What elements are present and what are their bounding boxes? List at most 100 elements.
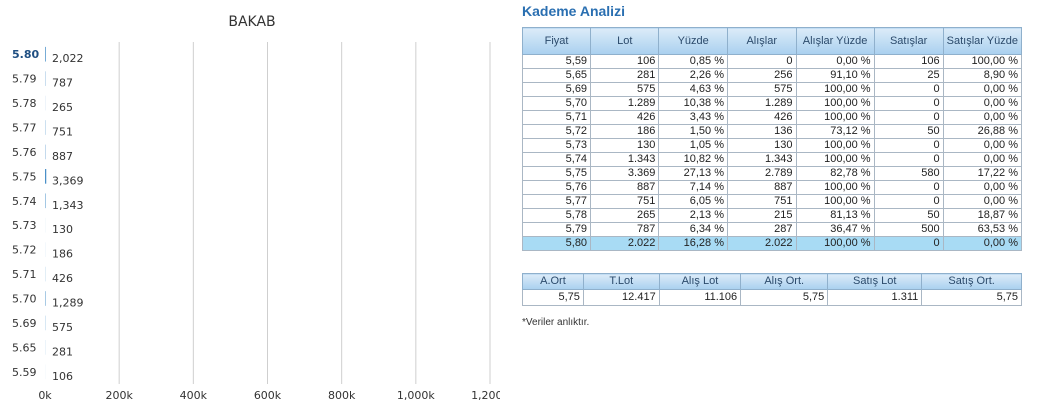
cell-sells-percent: 17,22 % xyxy=(942,166,1023,181)
y-tick-label: 5.79 xyxy=(12,73,37,86)
table-row[interactable]: 5,78 265 2,13 % 215 81,13 % 50 18,87 % xyxy=(521,208,1023,223)
cell-sells-percent: 18,87 % xyxy=(942,208,1023,223)
cell-sells: 0 xyxy=(873,110,944,125)
data-label: 787 xyxy=(52,77,73,90)
cell-sells-percent: 0,00 % xyxy=(942,152,1023,167)
cell-lot: 751 xyxy=(590,194,660,209)
col-header-sells-percent[interactable]: Satışlar Yüzde xyxy=(942,27,1023,55)
y-tick-label: 5.59 xyxy=(12,366,37,379)
cell-price: 5,59 xyxy=(521,54,592,69)
cell-sells-percent: 0,00 % xyxy=(942,110,1023,125)
cell-sells-percent: 0,00 % xyxy=(942,82,1023,97)
col-header-percent[interactable]: Yüzde xyxy=(658,27,728,55)
summary-sell-avg: 5,75 xyxy=(921,289,1022,306)
table-row[interactable]: 5,79 787 6,34 % 287 36,47 % 500 63,53 % xyxy=(521,222,1023,237)
cell-price: 5,80 xyxy=(521,236,592,251)
cell-sells-percent: 0,00 % xyxy=(942,96,1023,111)
x-tick-label: 200k xyxy=(105,389,133,402)
cell-percent: 3,43 % xyxy=(658,110,728,125)
col-header-buys[interactable]: Alışlar xyxy=(726,27,797,55)
col-header-lot[interactable]: Lot xyxy=(590,27,660,55)
table-row[interactable]: 5,70 1.289 10,38 % 1.289 100,00 % 0 0,00 % xyxy=(521,96,1023,111)
cell-buys: 426 xyxy=(726,110,797,125)
cell-buys: 575 xyxy=(726,82,797,97)
col-header-buys-percent[interactable]: Alışlar Yüzde xyxy=(795,27,875,55)
table-row[interactable]: 5,76 887 7,14 % 887 100,00 % 0 0,00 % xyxy=(521,180,1023,195)
bar xyxy=(45,169,47,184)
cell-price: 5,72 xyxy=(521,124,592,139)
summary-header: A.Ort T.Lot Alış Lot Alış Ort. Satış Lot… xyxy=(522,273,1022,290)
table-row[interactable]: 5,65 281 2,26 % 256 91,10 % 25 8,90 % xyxy=(521,68,1023,83)
y-tick-label: 5.69 xyxy=(12,317,37,330)
summary-total-lot: 12.417 xyxy=(582,289,660,306)
x-tick-label: 800k xyxy=(328,389,356,402)
cell-sells: 0 xyxy=(873,96,944,111)
table-row[interactable]: 5,80 2.022 16,28 % 2.022 100,00 % 0 0,00 % xyxy=(521,236,1023,251)
cell-sells: 50 xyxy=(873,208,944,223)
cell-sells: 0 xyxy=(873,236,944,251)
summary-header-buy-lot: Alış Lot xyxy=(658,273,742,290)
summary-sell-lot: 1.311 xyxy=(827,289,923,306)
table-row[interactable]: 5,74 1.343 10,82 % 1.343 100,00 % 0 0,00 % xyxy=(521,152,1023,167)
col-header-sells[interactable]: Satışlar xyxy=(873,27,944,55)
cell-sells: 580 xyxy=(873,166,944,181)
cell-percent: 6,05 % xyxy=(658,194,728,209)
y-tick-label: 5.75 xyxy=(12,170,37,183)
y-tick-label: 5.71 xyxy=(12,268,37,281)
cell-lot: 1.343 xyxy=(590,152,660,167)
y-tick-label: 5.77 xyxy=(12,122,37,135)
table-row[interactable]: 5,75 3.369 27,13 % 2.789 82,78 % 580 17,22 % xyxy=(521,166,1023,181)
table-row[interactable]: 5,72 186 1,50 % 136 73,12 % 50 26,88 % xyxy=(521,124,1023,139)
cell-sells: 0 xyxy=(873,138,944,153)
data-label: 106 xyxy=(52,370,73,383)
cell-lot: 575 xyxy=(590,82,660,97)
bar xyxy=(45,46,46,62)
cell-sells-percent: 0,00 % xyxy=(942,138,1023,153)
table-row[interactable]: 5,69 575 4,63 % 575 100,00 % 0 0,00 % xyxy=(521,82,1023,97)
y-tick-label: 5.72 xyxy=(12,244,37,257)
cell-buys-percent: 100,00 % xyxy=(795,96,875,111)
cell-buys: 2.022 xyxy=(726,236,797,251)
table-row[interactable]: 5,77 751 6,05 % 751 100,00 % 0 0,00 % xyxy=(521,194,1023,209)
x-tick-label: 1,000k xyxy=(397,389,435,402)
cell-price: 5,69 xyxy=(521,82,592,97)
cell-sells: 0 xyxy=(873,152,944,167)
cell-sells: 106 xyxy=(873,54,944,69)
cell-buys-percent: 100,00 % xyxy=(795,152,875,167)
cell-buys-percent: 81,13 % xyxy=(795,208,875,223)
cell-percent: 10,82 % xyxy=(658,152,728,167)
table-row[interactable]: 5,71 426 3,43 % 426 100,00 % 0 0,00 % xyxy=(521,110,1023,125)
cell-buys-percent: 100,00 % xyxy=(795,82,875,97)
x-tick-label: 600k xyxy=(254,389,282,402)
cell-buys: 287 xyxy=(726,222,797,237)
cell-sells-percent: 8,90 % xyxy=(942,68,1023,83)
depth-chart-svg: BAKAB 0k 200k 400k 600k 800k 1,000k 1,200k 5.80 2… xyxy=(12,14,500,402)
summary-table: A.Ort T.Lot Alış Lot Alış Ort. Satış Lot… xyxy=(522,273,1022,306)
cell-buys-percent: 100,00 % xyxy=(795,194,875,209)
cell-buys-percent: 36,47 % xyxy=(795,222,875,237)
cell-sells: 0 xyxy=(873,194,944,209)
summary-row: 5,75 12.417 11.106 5,75 1.311 5,75 xyxy=(522,289,1022,306)
summary-avg: 5,75 xyxy=(522,289,584,306)
cell-buys: 136 xyxy=(726,124,797,139)
table-row[interactable]: 5,73 130 1,05 % 130 100,00 % 0 0,00 % xyxy=(521,138,1023,153)
cell-percent: 10,38 % xyxy=(658,96,728,111)
data-label: 887 xyxy=(52,150,73,163)
y-tick-label: 5.65 xyxy=(12,341,37,354)
cell-buys: 215 xyxy=(726,208,797,223)
cell-lot: 787 xyxy=(590,222,660,237)
depth-chart: BAKAB 0k 200k 400k 600k 800k 1,000k 1,200k 5.80 2… xyxy=(0,0,500,416)
cell-buys-percent: 73,12 % xyxy=(795,124,875,139)
col-header-price[interactable]: Fiyat xyxy=(521,27,592,55)
data-label: 1,343 xyxy=(52,199,84,212)
cell-price: 5,79 xyxy=(521,222,592,237)
cell-lot: 106 xyxy=(590,54,660,69)
y-tick-label: 5.80 xyxy=(12,48,39,61)
y-tick-label: 5.76 xyxy=(12,146,37,159)
cell-sells-percent: 0,00 % xyxy=(942,180,1023,195)
table-row[interactable]: 5,59 106 0,85 % 0 0,00 % 106 100,00 % xyxy=(521,54,1023,69)
y-tick-label: 5.70 xyxy=(12,293,37,306)
cell-percent: 0,85 % xyxy=(658,54,728,69)
cell-percent: 6,34 % xyxy=(658,222,728,237)
cell-lot: 186 xyxy=(590,124,660,139)
